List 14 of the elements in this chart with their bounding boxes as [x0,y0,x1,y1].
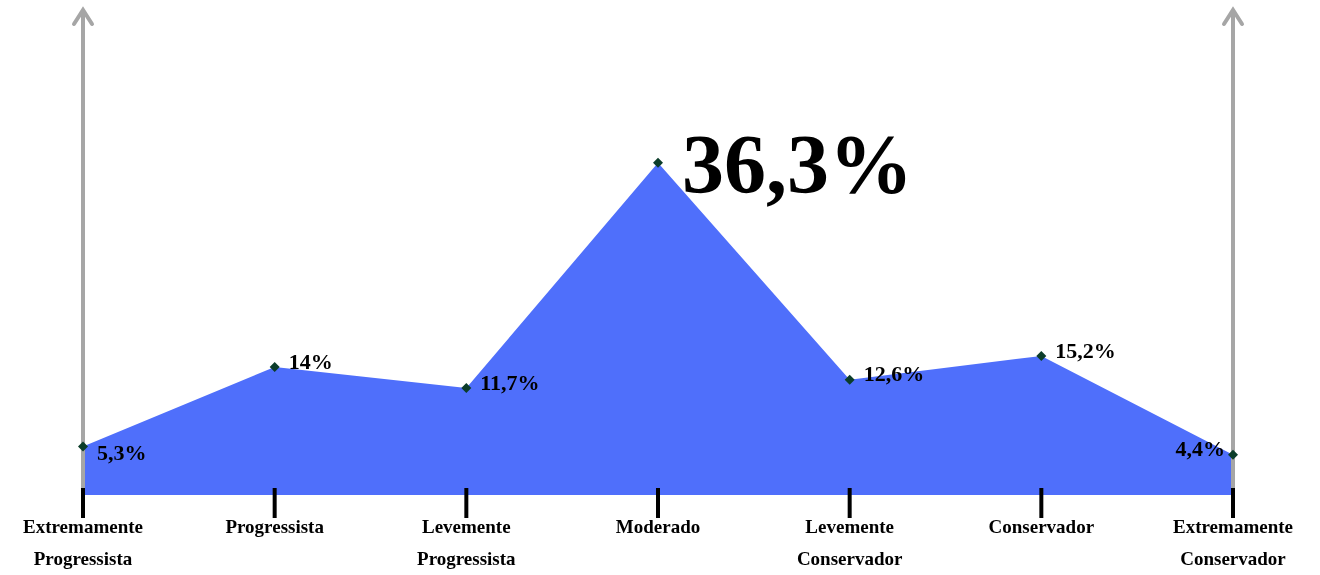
data-label: 14% [288,348,333,374]
data-label: 12,6% [863,361,925,387]
x-tick-label: Moderado [615,516,701,537]
data-label: 15,2% [1055,337,1116,363]
data-label: 11,7% [480,369,540,395]
x-tick-label: Progressista [225,516,325,537]
x-tick-label: Levemente Progressista [417,516,517,569]
data-label: 4,4% [1175,436,1225,462]
data-label: 5,3% [97,440,147,466]
x-tick-label: Extremamente Conservador [1173,516,1293,569]
x-tick-label: Conservador [988,516,1095,537]
x-tick-label: Levemente Conservador [796,516,903,569]
data-label: 36,3% [682,117,913,211]
x-tick-label: Extremamente Progressista [23,516,143,569]
